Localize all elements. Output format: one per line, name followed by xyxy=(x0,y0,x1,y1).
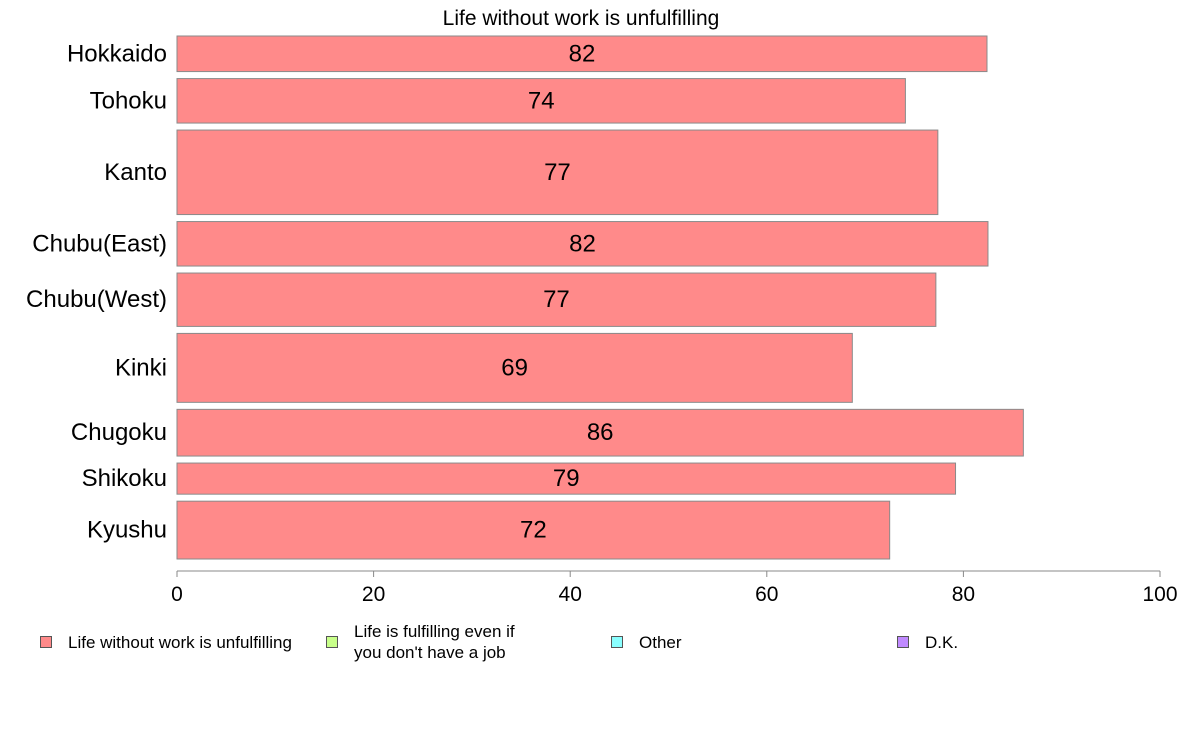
x-tick-label-0: 0 xyxy=(171,583,183,606)
bar-shikoku xyxy=(176,462,957,495)
value-label-hokkaido: 82 xyxy=(569,40,596,67)
category-label-kinki: Kinki xyxy=(115,354,167,381)
x-tick-label-60: 60 xyxy=(755,583,778,606)
chart-title: Life without work is unfulfilling xyxy=(443,7,720,30)
category-label-chubu-west: Chubu(West) xyxy=(26,286,167,313)
legend-label-life-fulfilling: Life is fulfilling even if you don't hav… xyxy=(354,622,515,662)
legend: Life without work is unfulfilling Life i… xyxy=(40,620,1160,670)
category-label-hokkaido: Hokkaido xyxy=(67,40,167,67)
value-label-kanto: 77 xyxy=(544,159,571,186)
value-label-kinki: 69 xyxy=(501,354,528,381)
x-tick-label-40: 40 xyxy=(559,583,582,606)
legend-label-other: Other xyxy=(639,632,682,652)
value-label-chubu-east: 82 xyxy=(569,230,596,257)
legend-swatch-other xyxy=(611,636,623,648)
legend-label-life-without-work: Life without work is unfulfilling xyxy=(68,632,292,652)
value-label-tohoku: 74 xyxy=(528,87,555,114)
legend-swatch-life-without-work xyxy=(40,636,52,648)
x-axis: 0 20 40 60 80 100 xyxy=(171,570,1178,606)
category-label-shikoku: Shikoku xyxy=(82,465,167,492)
category-label-chugoku: Chugoku xyxy=(71,419,167,446)
legend-swatch-life-fulfilling xyxy=(326,636,338,648)
value-label-kyushu: 72 xyxy=(520,517,547,544)
value-label-chubu-west: 77 xyxy=(543,286,570,313)
value-label-shikoku: 79 xyxy=(553,465,580,492)
bar-tohoku xyxy=(176,78,906,124)
category-label-tohoku: Tohoku xyxy=(90,87,167,114)
legend-swatch-dk xyxy=(897,636,909,648)
x-tick-label-80: 80 xyxy=(952,583,975,606)
bar-chugoku xyxy=(176,408,1024,457)
x-tick-label-20: 20 xyxy=(362,583,385,606)
value-label-chugoku: 86 xyxy=(587,419,614,446)
bar-chubu-west xyxy=(176,272,937,327)
bar-kanto xyxy=(176,129,939,216)
bar-chubu-east xyxy=(176,221,989,267)
legend-item-dk: D.K. xyxy=(897,620,1125,664)
legend-item-other: Other xyxy=(611,620,839,664)
category-label-kyushu: Kyushu xyxy=(87,517,167,544)
bar-kyushu xyxy=(176,500,891,560)
category-label-kanto: Kanto xyxy=(104,159,167,186)
x-tick-label-100: 100 xyxy=(1142,583,1177,606)
legend-label-dk: D.K. xyxy=(925,632,959,652)
legend-item-life-fulfilling: Life is fulfilling even if you don't hav… xyxy=(326,620,544,664)
bar-hokkaido xyxy=(176,35,988,73)
category-label-chubu-east: Chubu(East) xyxy=(32,230,167,257)
bar-kinki xyxy=(176,332,853,403)
legend-item-life-without-work: Life without work is unfulfilling xyxy=(40,620,308,664)
bars-group: 82 Hokkaido 74 Tohoku 77 Kanto 82 Chubu(East) 77… xyxy=(26,35,1024,560)
